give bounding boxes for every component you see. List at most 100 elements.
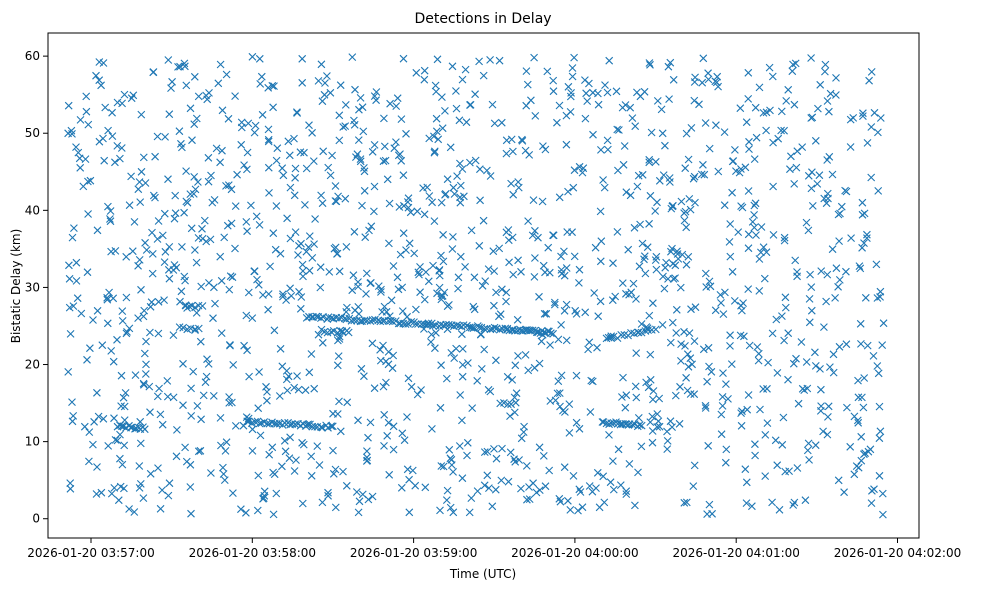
detection-point [717, 410, 726, 419]
detection-point [553, 118, 561, 127]
detection-point [335, 111, 344, 120]
detection-point [365, 226, 373, 235]
detection-point [545, 466, 554, 475]
detection-point [350, 227, 359, 236]
detection-point [669, 275, 678, 283]
detection-point [668, 423, 676, 431]
detection-point [135, 462, 144, 470]
detection-point [540, 309, 549, 318]
detection-point [502, 288, 511, 297]
detection-point [721, 458, 730, 467]
detection-point [835, 276, 844, 284]
detection-point [550, 298, 559, 307]
detection-point [504, 477, 513, 486]
detection-point [597, 237, 606, 246]
detection-point [859, 403, 868, 412]
detection-point [504, 226, 513, 234]
detection-point [497, 118, 506, 127]
x-tick-label: 2026-01-20 03:58:00 [189, 546, 316, 560]
detection-point [134, 185, 143, 194]
detection-point [504, 236, 513, 245]
detection-point [480, 481, 489, 490]
detection-point [66, 479, 75, 487]
detection-point [531, 112, 540, 120]
detection-point [490, 301, 498, 310]
detection-point [335, 267, 344, 276]
detection-point [255, 419, 264, 428]
detection-point [179, 323, 188, 332]
detection-point [127, 94, 136, 103]
detection-point [664, 275, 672, 283]
detection-point [360, 186, 369, 195]
detection-point [284, 372, 293, 381]
detection-point [860, 374, 869, 382]
detection-point [307, 350, 316, 358]
detection-point [342, 315, 351, 324]
detection-point [285, 151, 294, 160]
detection-point [76, 116, 85, 124]
detection-point [202, 237, 211, 246]
detection-point [700, 170, 709, 179]
detection-point [205, 89, 213, 97]
detection-point [442, 374, 451, 383]
detection-point [617, 331, 626, 339]
detection-point [412, 305, 420, 314]
detection-point [118, 307, 127, 315]
detection-point [717, 430, 726, 439]
detection-point [868, 486, 876, 495]
detection-point [553, 389, 562, 398]
detection-point [628, 114, 637, 122]
detection-point [821, 60, 830, 69]
detection-point [822, 199, 831, 208]
detection-point [118, 422, 126, 431]
detection-point [358, 103, 367, 112]
detection-point [135, 256, 144, 264]
detection-point [180, 272, 189, 281]
detection-point [769, 231, 778, 239]
detection-point [645, 59, 654, 67]
detection-point [118, 317, 127, 325]
detection-point [211, 299, 219, 308]
detection-point [688, 360, 696, 369]
detection-point [297, 293, 306, 301]
detection-point [252, 212, 261, 221]
detection-point [109, 357, 118, 366]
detection-point [555, 193, 564, 202]
detection-point [581, 76, 589, 84]
detection-point [575, 279, 583, 287]
detection-point [342, 308, 351, 316]
detection-point [483, 166, 491, 175]
detection-point [750, 223, 759, 232]
detection-point [216, 158, 224, 167]
detection-point [97, 488, 106, 497]
detection-point [609, 457, 617, 465]
detection-point [106, 215, 114, 223]
detection-point [759, 243, 768, 252]
detection-point [613, 228, 622, 236]
detection-point [863, 234, 871, 242]
detection-point [384, 360, 393, 369]
detection-point [736, 331, 745, 340]
detection-point [354, 136, 363, 144]
detection-point [309, 157, 318, 165]
detection-point [707, 367, 716, 376]
detection-point [224, 181, 233, 189]
detection-point [104, 442, 113, 450]
detection-point [523, 80, 532, 89]
detection-point [367, 279, 375, 287]
detection-point [380, 142, 389, 151]
detection-point [600, 183, 609, 192]
detection-point [73, 294, 82, 303]
detection-point [506, 412, 514, 420]
detection-point [242, 311, 251, 320]
detection-point [269, 468, 277, 477]
detection-point [561, 408, 569, 416]
detection-point [570, 53, 578, 62]
detection-point [785, 467, 793, 475]
detection-point [276, 344, 285, 353]
detection-point [480, 448, 489, 456]
detection-point [634, 171, 643, 180]
detection-point [231, 202, 240, 210]
detection-point [489, 247, 498, 256]
detection-point [137, 285, 145, 294]
